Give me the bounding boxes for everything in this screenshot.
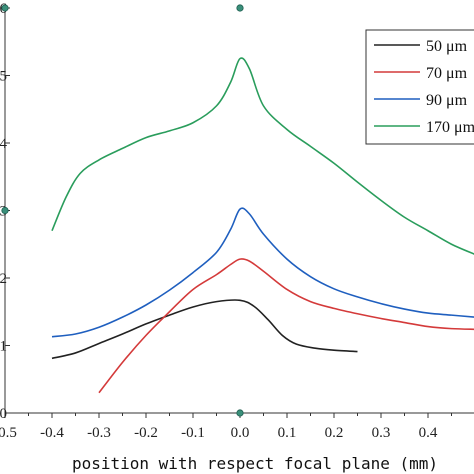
- legend: 50 μm 70 μm 90 μm 170 μm: [365, 29, 474, 145]
- x-tick-label: -0.2: [134, 425, 158, 441]
- legend-entry-label: 170 μm: [426, 119, 474, 136]
- legend-box: [365, 29, 474, 145]
- x-tick-label: -0.5: [0, 425, 17, 441]
- y-tick-label: 4: [0, 136, 8, 152]
- x-tick-label: 0.2: [325, 425, 344, 441]
- x-axis-title: position with respect focal plane (mm): [72, 454, 438, 473]
- y-tick-label: 2: [0, 271, 7, 287]
- x-tick-labels: -0.5 -0.4 -0.3 -0.2 -0.1 0.0 0.1 0.2 0.3 0.4: [0, 425, 438, 441]
- axis-marker-dot: [1, 206, 9, 215]
- legend-entry-label: 50 μm: [426, 38, 468, 55]
- legend-entry-label: 90 μm: [426, 92, 468, 109]
- x-tick-label: 0.1: [278, 425, 297, 441]
- x-tick-label: 0.4: [419, 425, 438, 441]
- x-tick-label: 0.3: [372, 425, 391, 441]
- axis-marker-dot: [1, 4, 9, 12]
- y-tick-label: 0: [0, 406, 7, 422]
- axis-marker-dot: [236, 409, 244, 417]
- x-tick-label: 0.0: [231, 425, 250, 441]
- x-tick-label: -0.4: [40, 425, 64, 441]
- series-line: [51, 57, 474, 255]
- tick-marks: [4, 7, 452, 418]
- x-tick-label: -0.3: [87, 425, 111, 441]
- series-line: [98, 258, 474, 394]
- legend-entry-label: 70 μm: [426, 65, 468, 82]
- axis-markers: [1, 4, 244, 417]
- axis-marker-dot: [236, 4, 244, 12]
- y-tick-label: 1: [0, 339, 7, 355]
- series-line: [51, 299, 358, 360]
- x-tick-label: -0.1: [181, 425, 205, 441]
- series-line: [51, 207, 474, 338]
- series-lines: [51, 57, 474, 394]
- y-tick-label: 5: [0, 69, 7, 85]
